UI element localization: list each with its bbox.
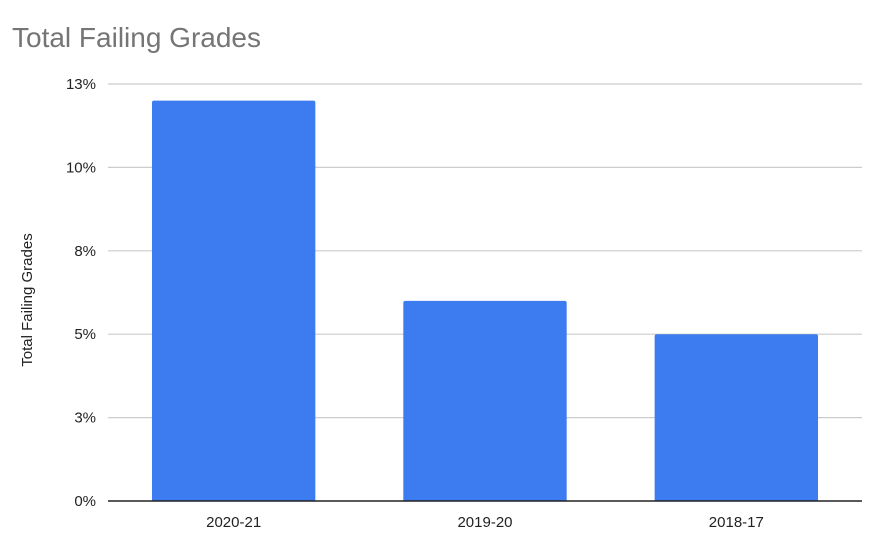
y-tick-label: 5% (74, 326, 96, 343)
bar-2019-20 (403, 300, 567, 501)
y-axis-title: Total Failing Grades (19, 233, 36, 366)
y-tick-label: 0% (74, 493, 96, 510)
chart-title: Total Failing Grades (12, 22, 262, 53)
y-tick-label: 13% (66, 76, 96, 93)
x-tick-label: 2019-20 (457, 514, 512, 531)
bars (151, 100, 819, 502)
bar-2018-17 (654, 334, 819, 501)
x-tick-label: 2018-17 (709, 514, 764, 531)
y-tick-label: 3% (74, 410, 96, 427)
y-tick-label: 10% (66, 159, 96, 176)
y-tick-label: 8% (74, 243, 96, 260)
bar-2020-21 (151, 100, 316, 502)
tick-labels: 0% 3% 5% 8% 10% 13% 2020-21 2019-20 2018-17 (66, 76, 764, 531)
x-tick-label: 2020-21 (206, 514, 261, 531)
